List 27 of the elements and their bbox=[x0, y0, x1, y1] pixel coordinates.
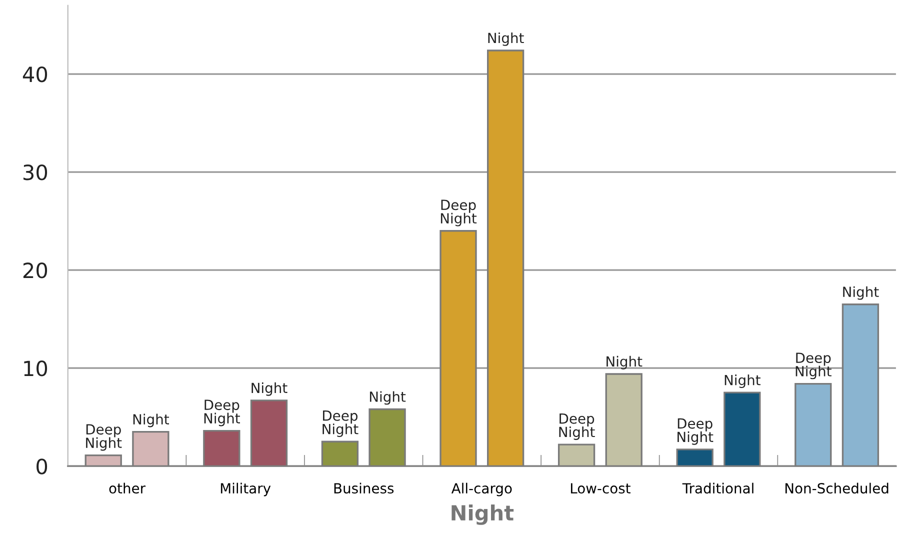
text: Deep Night bbox=[440, 200, 477, 226]
x-tick-label: Low-cost bbox=[570, 483, 630, 494]
y-tick-label: 10 bbox=[24, 360, 48, 376]
text: Deep Night bbox=[678, 418, 714, 445]
x-tick-label: Business bbox=[334, 482, 394, 494]
y-tick-label: 30 bbox=[24, 164, 48, 180]
x-tick-label: other bbox=[109, 482, 146, 494]
text: Night bbox=[370, 391, 406, 405]
series-label: Deep Night bbox=[204, 400, 240, 426]
text: Night bbox=[252, 382, 288, 396]
text: Night bbox=[724, 374, 760, 388]
text: Night bbox=[843, 286, 879, 300]
x-tick-label: Traditional bbox=[682, 482, 754, 494]
text: Deep Night bbox=[796, 352, 832, 380]
text: Night bbox=[133, 414, 170, 428]
text: Deep Night bbox=[559, 413, 595, 440]
x-axis-title: Night bbox=[452, 504, 514, 525]
series-label: Night bbox=[488, 32, 524, 46]
text: Night bbox=[606, 356, 642, 370]
y-tick-label: 40 bbox=[22, 66, 48, 82]
x-tick-label: Military bbox=[220, 482, 271, 496]
text: Deep Night bbox=[86, 424, 122, 451]
text: Deep Night bbox=[322, 410, 358, 438]
x-tick-label: All-cargo bbox=[451, 482, 512, 496]
y-tick-label: 20 bbox=[23, 262, 48, 278]
x-tick-label: Non-Scheduled bbox=[785, 482, 888, 494]
y-tick-label: 0 bbox=[36, 458, 48, 474]
